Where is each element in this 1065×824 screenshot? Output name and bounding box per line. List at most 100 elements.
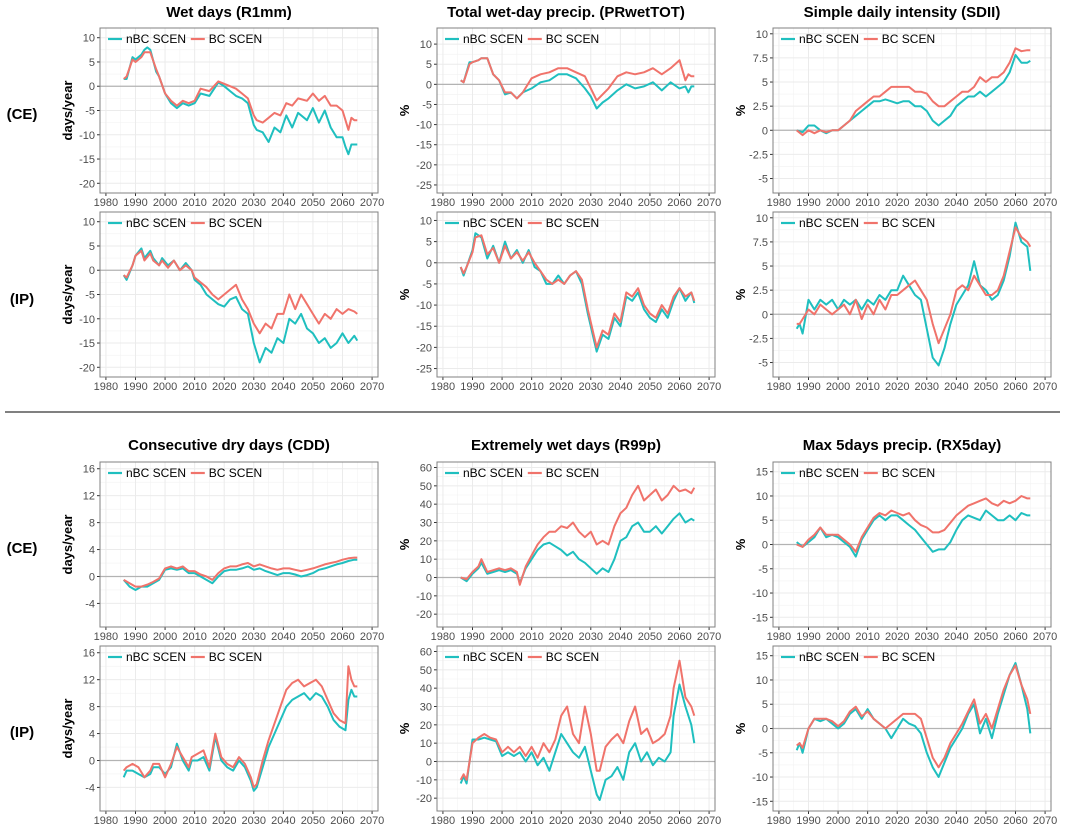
x-tick-label: 2010 bbox=[855, 631, 879, 643]
x-tick-label: 2020 bbox=[549, 381, 573, 393]
x-tick-label: 2000 bbox=[826, 631, 850, 643]
x-tick-label: 2040 bbox=[944, 381, 968, 393]
y-tick-label: 60 bbox=[420, 647, 432, 659]
panel-cdd-ce: 1980 1990 2000 2010 2020 2030 2040 2050 2060 2070… bbox=[60, 461, 384, 643]
y-tick-label: 10 bbox=[83, 217, 95, 229]
legend-label: nBC SCEN bbox=[126, 650, 186, 664]
x-tick-label: 1990 bbox=[123, 815, 147, 824]
legend-label: BC SCEN bbox=[209, 216, 262, 230]
x-tick-label: 2000 bbox=[826, 381, 850, 393]
y-tick-label: 7.5 bbox=[753, 53, 768, 65]
y-tick-label: 0 bbox=[762, 125, 768, 137]
x-tick-label: 2030 bbox=[915, 815, 939, 824]
x-tick-label: 2060 bbox=[330, 815, 354, 824]
x-tick-label: 2040 bbox=[271, 197, 295, 209]
x-tick-label: 2060 bbox=[330, 197, 354, 209]
y-axis-label: % bbox=[397, 538, 412, 550]
x-tick-label: 2040 bbox=[271, 381, 295, 393]
x-tick-label: 2010 bbox=[855, 381, 879, 393]
x-tick-label: 2050 bbox=[301, 631, 325, 643]
x-tick-label: 2050 bbox=[301, 197, 325, 209]
x-tick-label: 2040 bbox=[608, 631, 632, 643]
series-line-bc-scen bbox=[459, 659, 696, 781]
legend-label: BC SCEN bbox=[546, 216, 599, 230]
y-tick-label: 8 bbox=[89, 518, 95, 530]
y-tick-label: 5 bbox=[762, 515, 768, 527]
y-tick-label: 16 bbox=[83, 648, 95, 660]
y-tick-label: -5 bbox=[758, 174, 768, 186]
x-tick-label: 2060 bbox=[1003, 197, 1027, 209]
panel-border bbox=[99, 211, 379, 378]
panel-border bbox=[772, 211, 1052, 378]
y-tick-label: 40 bbox=[420, 499, 432, 511]
x-tick-label: 2050 bbox=[974, 197, 998, 209]
y-axis-label: % bbox=[733, 104, 748, 116]
y-tick-label: -10 bbox=[79, 314, 95, 326]
legend-label: BC SCEN bbox=[882, 216, 935, 230]
y-tick-label: 10 bbox=[420, 215, 432, 227]
x-tick-label: 2050 bbox=[638, 197, 662, 209]
legend-label: nBC SCEN bbox=[126, 216, 186, 230]
legend-label: nBC SCEN bbox=[463, 32, 523, 46]
x-tick-label: 2030 bbox=[915, 197, 939, 209]
x-tick-label: 2070 bbox=[1033, 381, 1057, 393]
x-tick-label: 2030 bbox=[579, 631, 603, 643]
row-label-ce-bottom: (CE) bbox=[7, 540, 38, 557]
panel-rx5day-ip: 1980 1990 2000 2010 2020 2030 2040 2050 2060 2070… bbox=[733, 645, 1057, 824]
y-tick-label: 0 bbox=[89, 571, 95, 583]
x-tick-label: 2000 bbox=[826, 197, 850, 209]
x-tick-label: 2070 bbox=[1033, 197, 1057, 209]
x-tick-label: 2040 bbox=[271, 631, 295, 643]
y-tick-label: -15 bbox=[79, 154, 95, 166]
x-tick-label: 2020 bbox=[885, 815, 909, 824]
title-r1mm: Wet days (R1mm) bbox=[166, 4, 292, 21]
panel-r99p-ce: 1980 1990 2000 2010 2020 2030 2040 2050 2060 2070… bbox=[397, 461, 721, 643]
y-tick-label: 50 bbox=[420, 665, 432, 677]
title-rx5day: Max 5days precip. (RX5day) bbox=[803, 437, 1001, 454]
x-tick-label: 2010 bbox=[519, 197, 543, 209]
y-tick-label: 12 bbox=[83, 491, 95, 503]
x-tick-label: 2070 bbox=[1033, 815, 1057, 824]
panel-border bbox=[99, 27, 379, 194]
y-tick-label: 20 bbox=[420, 536, 432, 548]
series-line-nbc-scen bbox=[796, 509, 1031, 558]
y-tick-label: -20 bbox=[79, 362, 95, 374]
panel-border bbox=[436, 645, 716, 812]
x-tick-label: 2040 bbox=[608, 197, 632, 209]
x-tick-label: 1990 bbox=[460, 631, 484, 643]
x-tick-label: 2030 bbox=[242, 631, 266, 643]
y-tick-label: 0 bbox=[762, 540, 768, 552]
x-tick-label: 1990 bbox=[460, 381, 484, 393]
row-label-ip-bottom: (IP) bbox=[10, 724, 34, 741]
series-line-bc-scen bbox=[123, 51, 358, 131]
y-tick-label: 10 bbox=[756, 213, 768, 225]
panel-border bbox=[772, 27, 1052, 194]
legend-label: BC SCEN bbox=[546, 466, 599, 480]
series-line-bc-scen bbox=[122, 665, 358, 789]
series-line-bc-scen bbox=[460, 57, 695, 102]
y-tick-label: 10 bbox=[756, 491, 768, 503]
panel-border bbox=[436, 461, 716, 628]
y-tick-label: -15 bbox=[752, 796, 768, 808]
x-tick-label: 2060 bbox=[330, 381, 354, 393]
panel-border bbox=[99, 461, 379, 628]
y-tick-label: 60 bbox=[420, 463, 432, 475]
y-tick-label: 7.5 bbox=[753, 237, 768, 249]
panel-border bbox=[772, 645, 1052, 812]
x-tick-label: 2050 bbox=[974, 381, 998, 393]
x-tick-label: 2000 bbox=[153, 197, 177, 209]
x-tick-label: 2060 bbox=[1003, 631, 1027, 643]
x-tick-label: 1990 bbox=[123, 631, 147, 643]
series-line-bc-scen bbox=[123, 249, 358, 335]
x-tick-label: 2010 bbox=[519, 381, 543, 393]
y-axis-label: % bbox=[733, 288, 748, 300]
legend-label: BC SCEN bbox=[546, 32, 599, 46]
x-tick-label: 2030 bbox=[915, 381, 939, 393]
y-tick-label: -10 bbox=[416, 591, 432, 603]
legend-label: nBC SCEN bbox=[463, 466, 523, 480]
y-tick-label: 10 bbox=[83, 33, 95, 45]
y-tick-label: 5 bbox=[89, 57, 95, 69]
legend-label: nBC SCEN bbox=[799, 466, 859, 480]
y-tick-label: 0 bbox=[762, 724, 768, 736]
y-tick-label: 16 bbox=[83, 464, 95, 476]
